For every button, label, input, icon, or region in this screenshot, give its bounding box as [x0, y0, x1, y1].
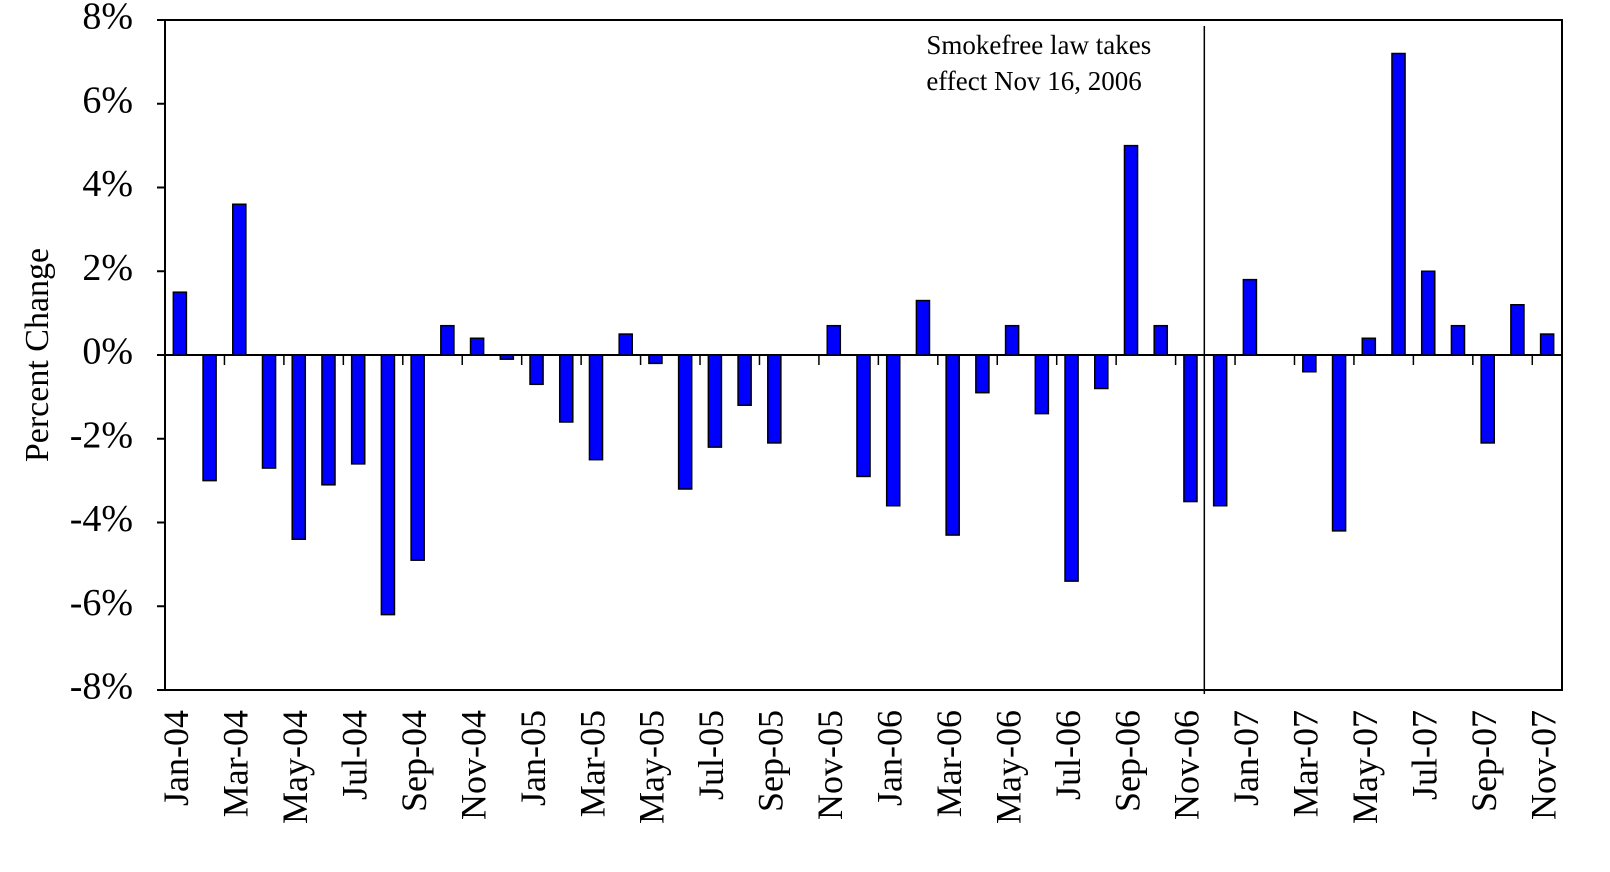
x-tick-label: Mar-07 — [1286, 710, 1326, 817]
bar — [648, 354, 663, 365]
annotation: Smokefree law takes effect Nov 16, 2006 — [926, 30, 1151, 96]
x-tick-label: Jul-06 — [1048, 710, 1088, 800]
x-tick-label: Sep-06 — [1107, 710, 1147, 812]
x-tick-label: May-06 — [988, 710, 1028, 824]
x-tick-label: Jan-07 — [1226, 710, 1266, 806]
bar — [1153, 324, 1169, 356]
bar — [588, 354, 604, 461]
bar — [915, 299, 931, 356]
bar — [856, 354, 871, 478]
bar — [1361, 337, 1377, 356]
bar — [767, 354, 782, 444]
bar — [1093, 354, 1109, 390]
bar — [826, 324, 842, 356]
bar — [677, 354, 693, 490]
y-tick-label: 6% — [82, 79, 133, 121]
x-tick-label: Nov-04 — [453, 710, 493, 820]
bar — [1212, 354, 1228, 507]
y-tick-label: -8% — [70, 666, 133, 708]
bar — [410, 354, 425, 561]
annotation-line: effect Nov 16, 2006 — [926, 66, 1141, 96]
x-tick-label: Nov-06 — [1167, 710, 1207, 820]
y-tick-label: 0% — [82, 331, 133, 373]
bar — [1391, 52, 1406, 356]
bar — [1539, 333, 1555, 356]
bar — [945, 354, 960, 536]
y-tick-label: 4% — [82, 163, 133, 205]
y-tick-label: -6% — [70, 582, 133, 624]
bar — [499, 354, 515, 360]
bar — [321, 354, 336, 486]
x-tick-label: Mar-04 — [216, 710, 256, 817]
x-tick-label: Nov-07 — [1523, 710, 1563, 820]
bar — [1064, 354, 1079, 582]
x-tick-label: Jan-06 — [869, 710, 909, 806]
bar — [469, 337, 485, 356]
annotation-line: Smokefree law takes — [926, 30, 1151, 60]
bar — [1510, 304, 1525, 356]
x-tick-label: Jul-04 — [334, 710, 374, 800]
bar — [1480, 354, 1495, 444]
bar — [202, 354, 217, 482]
bar — [291, 354, 307, 540]
bar — [1420, 270, 1436, 356]
y-tick-label: 2% — [82, 247, 133, 289]
bar — [529, 354, 544, 386]
x-tick-label: Sep-07 — [1464, 710, 1504, 812]
x-tick-label: Jan-05 — [513, 710, 553, 806]
y-tick-label: -2% — [70, 414, 133, 456]
bar — [737, 354, 752, 406]
y-tick-label: -4% — [70, 498, 133, 540]
bar — [261, 354, 277, 469]
bar — [232, 203, 247, 356]
bar — [350, 354, 366, 465]
x-tick-label: Jan-04 — [156, 710, 196, 806]
bar — [1183, 354, 1198, 503]
bar — [1242, 278, 1258, 356]
bar — [1331, 354, 1347, 532]
bar — [558, 354, 574, 423]
x-tick-label: Jul-05 — [691, 710, 731, 800]
bar — [885, 354, 901, 507]
x-tick-label: Mar-06 — [929, 710, 969, 817]
bar — [380, 354, 396, 616]
bar — [707, 354, 723, 448]
x-tick-label: Sep-04 — [394, 710, 434, 812]
y-axis-label: Percent Change — [19, 248, 56, 462]
x-tick-label: May-07 — [1345, 710, 1385, 824]
bar — [1034, 354, 1050, 415]
x-tick-label: May-04 — [275, 710, 315, 824]
x-tick-label: Nov-05 — [810, 710, 850, 820]
bar — [1302, 354, 1317, 373]
x-tick-label: Sep-05 — [751, 710, 791, 812]
x-tick-label: Jul-07 — [1405, 710, 1445, 800]
x-tick-label: May-05 — [632, 710, 672, 824]
bar — [975, 354, 990, 394]
bar — [440, 324, 455, 356]
x-tick-label: Mar-05 — [572, 710, 612, 817]
bar — [1450, 324, 1466, 356]
bar — [172, 291, 188, 356]
bar — [618, 333, 634, 356]
bar — [1004, 324, 1020, 356]
y-tick-label: 8% — [82, 0, 133, 38]
bar — [1123, 144, 1139, 356]
